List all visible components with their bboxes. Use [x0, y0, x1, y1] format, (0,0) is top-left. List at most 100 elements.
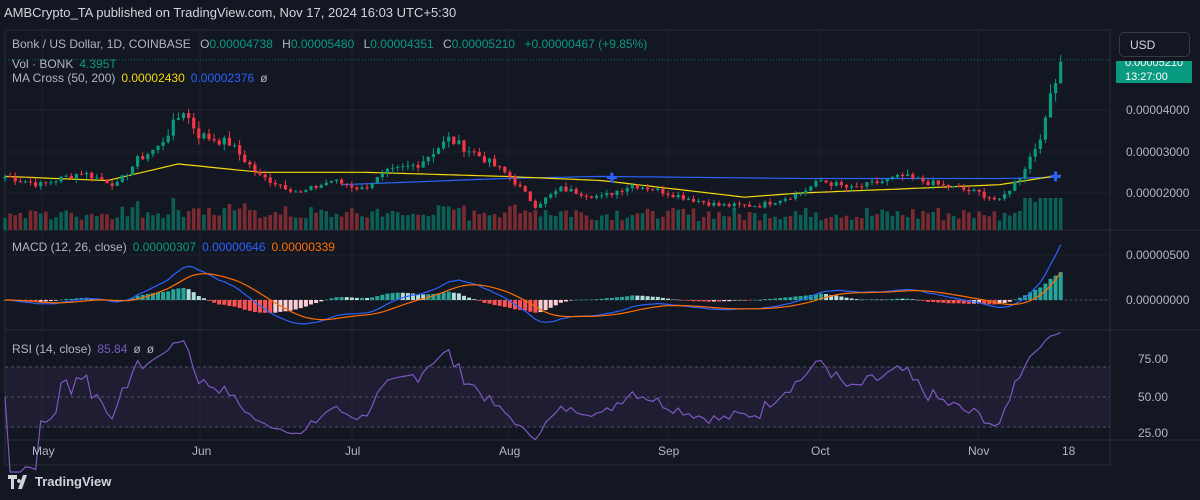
candle-body — [921, 177, 925, 182]
candle-body — [595, 195, 599, 198]
macd-histogram-bar — [375, 296, 380, 300]
volume-bar — [967, 212, 971, 230]
candle-body — [579, 193, 583, 196]
volume-bar — [110, 219, 114, 230]
volume-bar — [401, 215, 405, 230]
macd-histogram-bar — [870, 299, 874, 300]
candle-body — [212, 139, 216, 141]
volume-bar — [732, 207, 737, 230]
candle-body — [278, 184, 282, 186]
volume-bar — [421, 214, 425, 230]
candle-body — [880, 181, 884, 184]
volume-bar — [319, 209, 323, 230]
candle-body — [90, 172, 94, 179]
macd-histogram-bar — [523, 300, 528, 311]
volume-bar — [635, 213, 640, 230]
rsi-legend[interactable]: RSI (14, close) 85.84 ø ø — [12, 342, 160, 356]
candle-body — [243, 154, 247, 162]
macd-histogram-bar — [778, 298, 783, 300]
volume-bar — [1053, 198, 1058, 230]
candle-body — [176, 118, 180, 120]
macd-histogram-bar — [579, 299, 584, 301]
volume-bar — [186, 211, 191, 230]
candle-body — [967, 189, 971, 192]
volume-bar — [304, 218, 308, 230]
macd-histogram-bar — [773, 298, 778, 300]
volume-bar — [339, 216, 344, 230]
volume-bar — [763, 213, 767, 230]
close-label: C — [443, 37, 452, 51]
macd-histogram-bar — [1043, 283, 1048, 300]
volume-bar — [135, 201, 140, 230]
volume-bar — [375, 208, 380, 230]
macd-histogram-bar — [441, 292, 446, 300]
macd-histogram-bar — [416, 294, 421, 300]
candle-body — [783, 198, 787, 201]
candle-body — [850, 186, 854, 188]
candle-body — [365, 187, 369, 189]
volume-bar — [293, 217, 298, 230]
macd-histogram-bar — [161, 291, 166, 300]
volume-bar — [758, 220, 762, 230]
candle-body — [34, 182, 38, 187]
macd-legend[interactable]: MACD (12, 26, close) 0.00000307 0.00000646… — [12, 240, 341, 254]
volume-bar — [482, 212, 487, 230]
tradingview-logo[interactable]: TradingView — [8, 474, 111, 489]
volume-bar — [768, 218, 772, 230]
volume-bar — [28, 210, 33, 230]
macd-histogram-bar — [314, 300, 319, 304]
candle-body — [253, 164, 257, 172]
macd-histogram-bar — [666, 298, 670, 300]
currency-button[interactable]: USD — [1119, 32, 1190, 57]
volume-bar — [350, 208, 354, 230]
candle-body — [406, 165, 410, 167]
volume-bar — [788, 216, 793, 230]
volume-bar — [191, 208, 196, 230]
macd-histogram-bar — [349, 297, 354, 300]
candle-body — [294, 191, 298, 193]
macd-histogram-bar — [829, 295, 834, 300]
candle-body — [181, 113, 186, 119]
volume-bar — [885, 211, 890, 230]
candle-body — [85, 172, 89, 175]
macd-tick: 0.00000000 — [1126, 293, 1190, 307]
candle-body — [161, 141, 165, 146]
volume-bar — [390, 211, 395, 230]
brand-name: TradingView — [35, 474, 112, 489]
volume-bar — [105, 214, 109, 230]
macd-histogram-bar — [630, 295, 635, 300]
candle-body — [217, 140, 221, 145]
symbol-title[interactable]: Bonk / US Dollar, 1D, COINBASE — [12, 37, 191, 51]
candle-body — [467, 151, 471, 153]
volume-bar — [74, 216, 79, 230]
volume-bar — [972, 218, 976, 230]
volume-bar — [406, 215, 410, 230]
ma-cross-legend[interactable]: MA Cross (50, 200) 0.00002430 0.00002376 ø — [12, 71, 274, 85]
macd-histogram-bar — [921, 300, 925, 301]
macd-histogram-bar — [252, 300, 257, 312]
macd-histogram-bar — [762, 299, 767, 300]
candle-body — [69, 175, 73, 179]
candle-body — [498, 166, 502, 168]
macd-histogram-bar — [38, 300, 43, 302]
volume-bar — [3, 217, 7, 230]
volume-bar — [176, 210, 181, 230]
candle-body — [778, 200, 782, 204]
candle-body — [304, 190, 308, 192]
volume-legend[interactable]: Vol · BONK 4.395T — [12, 57, 123, 71]
candle-body — [442, 141, 446, 149]
volume-bar — [752, 213, 757, 230]
macd-histogram-bar — [747, 300, 752, 301]
candle-body — [615, 190, 619, 196]
macd-histogram-bar — [360, 297, 364, 300]
volume-bar — [273, 211, 278, 230]
macd-histogram-bar — [875, 299, 880, 301]
volume-bar — [207, 207, 211, 230]
candle-body — [1028, 156, 1032, 170]
macd-histogram-bar — [156, 292, 160, 300]
macd-histogram-bar — [742, 300, 747, 301]
candle-body — [977, 189, 981, 192]
candle-body — [651, 189, 655, 191]
macd-histogram-bar — [951, 300, 956, 304]
